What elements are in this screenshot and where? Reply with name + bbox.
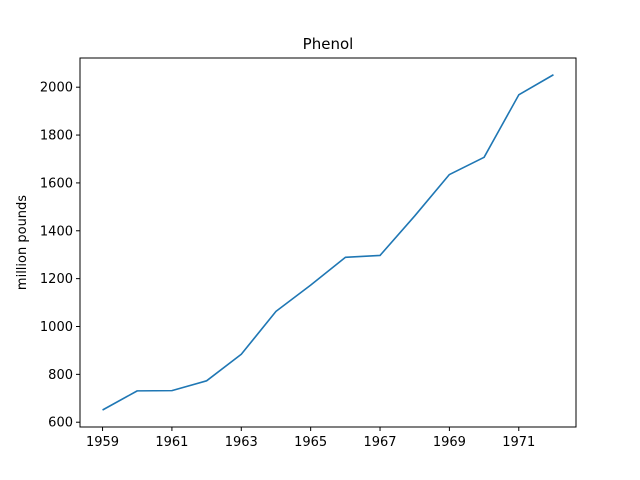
y-tick-label: 1600 (40, 176, 73, 191)
series-layer (102, 74, 554, 411)
x-tick-label: 1969 (433, 435, 466, 450)
x-tick-label: 1963 (225, 435, 258, 450)
y-axis-ticks: 600 800 1000 1200 1400 1600 1800 2000 (40, 81, 80, 431)
y-axis-label: million pounds (15, 195, 30, 290)
x-tick-label: 1967 (363, 435, 396, 450)
y-tick-label: 2000 (40, 81, 73, 96)
x-tick-label: 1959 (86, 435, 119, 450)
chart-title: Phenol (303, 35, 354, 53)
series-line (102, 74, 554, 411)
x-axis-ticks: 1959 1961 1963 1965 1967 1969 1971 (86, 427, 535, 450)
plot-frame (79, 57, 577, 428)
y-tick-label: 1400 (40, 224, 73, 239)
y-tick-label: 1000 (40, 320, 73, 335)
y-tick-label: 1200 (40, 272, 73, 287)
x-tick-label: 1965 (294, 435, 327, 450)
y-tick-label: 800 (48, 368, 73, 383)
x-tick-label: 1971 (502, 435, 535, 450)
y-tick-label: 600 (48, 416, 73, 431)
y-tick-label: 1800 (40, 129, 73, 144)
x-tick-label: 1961 (155, 435, 188, 450)
